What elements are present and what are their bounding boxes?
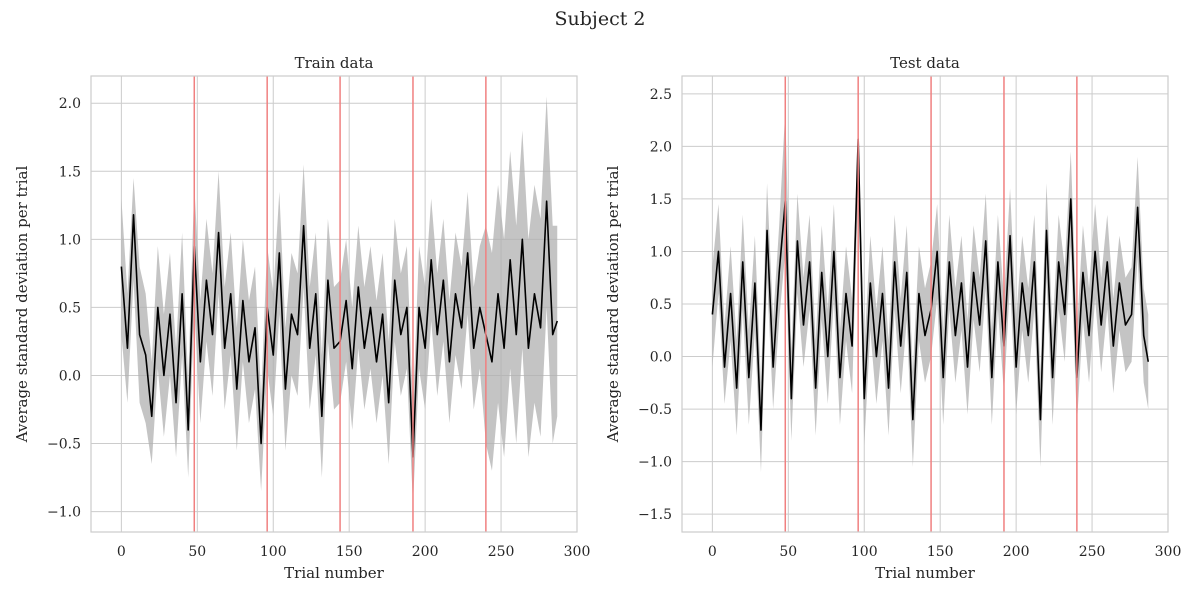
x-tick-label: 300	[564, 544, 591, 560]
y-tick-label: 1.5	[650, 192, 672, 208]
x-axis-label: Trial number	[284, 564, 385, 582]
y-tick-label: 2.0	[59, 96, 81, 112]
y-tick-label: 0.0	[650, 350, 672, 366]
x-axis-label: Trial number	[875, 564, 976, 582]
plot-frame	[90, 75, 578, 533]
y-tick-label: −0.5	[638, 402, 672, 418]
x-tick-label: 50	[188, 544, 206, 560]
x-tick-label: 150	[927, 544, 954, 560]
error-band	[121, 96, 558, 505]
y-tick-label: 1.0	[59, 232, 81, 248]
x-tick-label: 0	[117, 544, 126, 560]
y-tick-label: −1.0	[47, 505, 81, 521]
chart-panel: 0 50 100 150 200 250 300 −1.5 −1.0 −0.5 0.0 0.5 1.0 1…	[604, 54, 1181, 582]
y-tick-label: −1.5	[638, 507, 672, 523]
chart-panel: 0 50 100 150 200 250 300 −1.0 −0.5 0.0 0.5 1.0 1.5 2.…	[13, 54, 590, 582]
x-tick-label: 0	[708, 544, 717, 560]
plot-content	[120, 76, 559, 532]
plot-content	[711, 76, 1150, 532]
y-tick-label: 1.0	[650, 244, 672, 260]
y-tick-label: 2.0	[650, 139, 672, 155]
x-tick-label: 150	[336, 544, 363, 560]
x-tick-label: 300	[1155, 544, 1182, 560]
panel-title: Test data	[890, 54, 960, 72]
x-tick-label: 100	[851, 544, 878, 560]
x-tick-label: 250	[488, 544, 515, 560]
y-tick-label: 0.5	[59, 300, 81, 316]
x-tick-label: 200	[1003, 544, 1030, 560]
figure-title: Subject 2	[554, 8, 646, 30]
y-tick-label: 0.5	[650, 297, 672, 313]
y-tick-label: 2.5	[650, 87, 672, 103]
y-axis-label: Average standard deviation per trial	[604, 166, 622, 444]
panel-title: Train data	[295, 54, 374, 72]
y-tick-label: 1.5	[59, 164, 81, 180]
y-axis-label: Average standard deviation per trial	[13, 166, 31, 444]
x-tick-label: 50	[779, 544, 797, 560]
y-tick-label: 0.0	[59, 368, 81, 384]
x-tick-label: 250	[1079, 544, 1106, 560]
x-tick-label: 100	[260, 544, 287, 560]
x-tick-label: 200	[412, 544, 439, 560]
y-tick-label: −1.0	[638, 455, 672, 471]
plot-frame	[681, 75, 1169, 533]
y-tick-label: −0.5	[47, 437, 81, 453]
